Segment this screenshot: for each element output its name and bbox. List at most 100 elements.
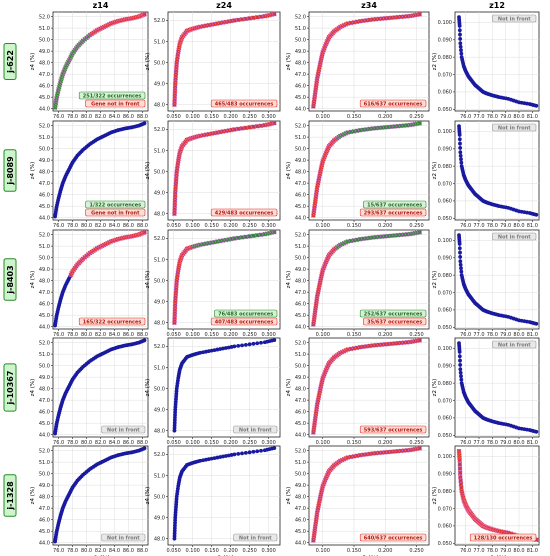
annotation-text: Not in front	[498, 342, 531, 348]
annotation-box	[359, 99, 427, 108]
y-tick-label: 50.0	[154, 169, 165, 175]
y-tick-label: 0.100	[438, 238, 452, 244]
annotation-box	[492, 14, 537, 23]
front-point	[236, 343, 241, 348]
y-tick-label: 49.0	[154, 515, 165, 521]
y-tick-label: 47.0	[295, 506, 306, 512]
y-tick-label: 47.0	[39, 72, 50, 78]
x-tick-label: 78.0	[487, 332, 498, 338]
y-axis-label: z4 (%)	[286, 53, 292, 71]
front-point	[226, 345, 231, 350]
y-tick-label: 49.0	[39, 267, 50, 273]
y-axis-label: z4 (%)	[30, 487, 36, 505]
y-tick-label: 0.060	[438, 90, 452, 96]
y-tick-label: 47.0	[295, 398, 306, 404]
x-tick-label: 0.250	[409, 332, 423, 338]
front-point	[457, 246, 462, 251]
front-point	[259, 340, 263, 345]
subplot-z14-j-10367: 76.0 78.0 80.0 82.0 84.0 86.0 88.0 44.0 45.0 46.0…	[30, 337, 149, 446]
y-tick-label: 50.0	[154, 494, 165, 500]
y-tick-label: 44.0	[39, 540, 50, 546]
highlight-point	[255, 15, 260, 20]
y-tick-label: 51.0	[295, 352, 306, 358]
front-point	[226, 453, 231, 458]
x-tick-label: 0.200	[223, 332, 237, 338]
y-axis-label: z4 (%)	[145, 53, 151, 71]
annotation-text: 1/322 occurrences	[89, 202, 141, 208]
subplot-z12-j-1328: 76.0 77.0 78.0 79.0 80.0 81.0 0.050 0.060 0.070 0…	[432, 445, 540, 556]
x-tick-label: 0.300	[261, 548, 275, 554]
x-tick-label: 0.100	[186, 440, 200, 446]
x-tick-label: 0.100	[186, 548, 200, 554]
front-point	[458, 150, 463, 155]
subplot-z34-j-622: 0.100 0.150 0.200 0.250 44.0 45.0 46.0 47.0 48.0…	[286, 11, 430, 120]
x-tick-label: 0.050	[167, 114, 181, 120]
y-tick-label: 44.0	[295, 540, 306, 546]
annotation-text: 251/322 occurrences	[83, 93, 142, 99]
highlight-point	[255, 124, 260, 129]
y-tick-label: 50.0	[295, 37, 306, 43]
annotation-box	[85, 200, 146, 209]
y-tick-label: 48.0	[154, 211, 165, 217]
x-tick-label: 0.050	[167, 548, 181, 554]
annotation-text: Gene not in front	[91, 101, 140, 107]
y-tick-label: 51.0	[154, 365, 165, 371]
front-point	[272, 338, 277, 343]
highlight-point	[255, 233, 260, 238]
y-tick-label: 52.0	[154, 452, 165, 458]
x-tick-label: 0.100	[186, 223, 200, 229]
x-tick-label: 82.0	[95, 332, 106, 338]
highlight-point	[239, 126, 245, 131]
front-point	[240, 343, 244, 348]
y-tick-label: 49.0	[39, 49, 50, 55]
front-point	[206, 349, 211, 354]
front-point	[458, 153, 463, 158]
annotation-box	[233, 533, 278, 542]
y-tick-label: 50.0	[295, 146, 306, 152]
y-axis-label: z4 (%)	[145, 487, 151, 505]
annotation-text: 76/483 occurrences	[218, 311, 273, 317]
highlight-point	[272, 120, 277, 126]
subplot-z14-j-8089: 76.0 78.0 80.0 82.0 84.0 86.0 88.0 44.0 45.0 46.0…	[30, 120, 149, 229]
column-title: z24	[216, 1, 232, 10]
y-tick-label: 48.0	[154, 428, 165, 434]
x-tick-label: 0.100	[316, 548, 330, 554]
y-tick-label: 51.0	[295, 135, 306, 141]
x-tick-label: 0.100	[316, 440, 330, 446]
front-point	[255, 341, 260, 346]
y-tick-label: 0.070	[438, 398, 452, 404]
x-tick-label: 84.0	[109, 548, 120, 554]
x-tick-label: 79.0	[500, 332, 511, 338]
x-tick-label: 81.0	[527, 548, 538, 554]
x-tick-label: 80.0	[513, 332, 524, 338]
y-tick-label: 0.090	[438, 364, 452, 370]
x-tick-label: 77.0	[473, 223, 484, 229]
x-tick-label: 0.050	[167, 223, 181, 229]
y-tick-label: 0.080	[438, 164, 452, 170]
x-tick-label: 0.100	[186, 332, 200, 338]
x-tick-label: 82.0	[95, 548, 106, 554]
y-tick-label: 50.0	[154, 60, 165, 66]
front-point	[457, 28, 462, 33]
y-tick-label: 0.100	[438, 20, 452, 26]
subplot-z34-j-1328: 0.100 0.150 0.200 0.250 44.0 45.0 46.0 47.0 48.0…	[286, 445, 430, 556]
y-tick-label: 48.0	[295, 278, 306, 284]
y-tick-label: 0.050	[438, 107, 452, 113]
annotation-text: Not in front	[107, 427, 140, 433]
highlight-point	[142, 230, 147, 235]
annotation-text: Not in front	[498, 125, 531, 131]
highlight-point	[258, 123, 264, 128]
x-tick-label: 82.0	[95, 223, 106, 229]
row-label-group: j-1328	[3, 474, 17, 517]
y-tick-label: 49.0	[295, 49, 306, 55]
y-tick-label: 0.070	[438, 72, 452, 78]
front-point	[458, 146, 463, 150]
front-point	[218, 455, 223, 459]
x-tick-label: 0.200	[378, 548, 392, 554]
x-tick-label: 0.050	[167, 332, 181, 338]
subplot-z12-j-622: 76.0 77.0 78.0 79.0 80.0 81.0 0.050 0.060 0.070 0…	[432, 11, 540, 120]
front-point	[212, 348, 217, 353]
front-point	[459, 160, 464, 165]
x-tick-label: 80.0	[513, 114, 524, 120]
x-tick-label: 82.0	[95, 440, 106, 446]
